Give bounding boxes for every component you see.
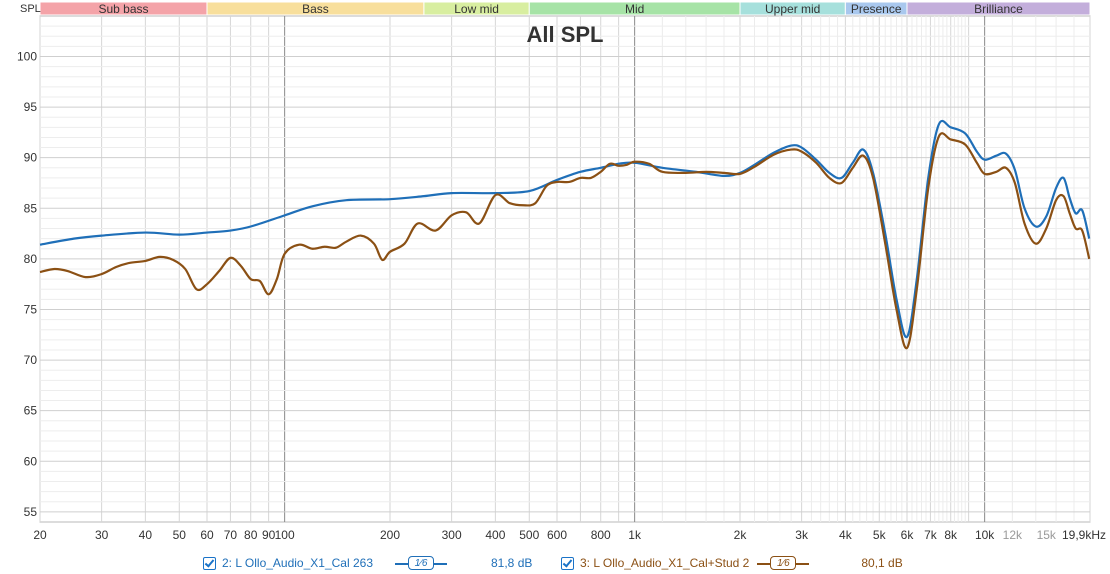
spl-chart: Sub bass Bass Low mid Mid Upper mid Presence B…	[17, 1, 1106, 542]
x-tick-label: 100	[275, 528, 295, 542]
x-tick-label: 15k	[1037, 528, 1057, 542]
x-tick-label: 40	[139, 528, 153, 542]
y-tick-label: 70	[24, 353, 38, 367]
x-tick-label: 1k	[628, 528, 642, 542]
x-tick-label: 500	[519, 528, 539, 542]
y-tick-label: 75	[24, 302, 38, 316]
checkbox-icon[interactable]	[203, 556, 216, 570]
x-tick-label: 400	[485, 528, 505, 542]
legend-series-value: 81,8 dB	[491, 556, 533, 570]
x-tick-label: 5k	[873, 528, 887, 542]
y-tick-label: 95	[24, 100, 38, 114]
x-tick-label: 4k	[839, 528, 853, 542]
band-label: Presence	[851, 2, 902, 16]
y-tick-label: 85	[24, 201, 38, 215]
y-tick-label: 65	[24, 404, 38, 418]
curves	[39, 119, 1091, 350]
x-tick-label: 80	[244, 528, 258, 542]
legend-series-value: 80,1 dB	[861, 556, 903, 570]
x-tick-label: 60	[200, 528, 214, 542]
x-tick-label: 800	[591, 528, 611, 542]
band-label: Bass	[302, 2, 329, 16]
frequency-band-bar: Sub bass Bass Low mid Mid Upper mid Presence B…	[39, 1, 1091, 16]
x-tick-label: 50	[173, 528, 187, 542]
legend-item-series-2[interactable]: 3: L Ollo_Audio_X1_Cal+Stud 2 1⁄6 80,1 d…	[561, 554, 903, 572]
x-tick-label: 12k	[1003, 528, 1023, 542]
series-line-1[interactable]	[39, 119, 1091, 338]
x-tick-label: 30	[95, 528, 109, 542]
x-tick-label: 6k	[901, 528, 915, 542]
x-tick-label: 10k	[975, 528, 995, 542]
x-tick-label: 19,9kHz	[1062, 528, 1106, 542]
x-tick-label: 7k	[924, 528, 938, 542]
legend-item-series-1[interactable]: 2: L Ollo_Audio_X1_Cal 263 1⁄6 81,8 dB	[203, 554, 532, 572]
smoothing-button[interactable]: 1⁄6	[757, 556, 810, 570]
y-tick-label: 100	[17, 49, 37, 63]
y-tick-label: 55	[24, 505, 38, 519]
band-brilliance	[906, 1, 1091, 16]
band-label: Upper mid	[765, 2, 820, 16]
smoothing-button[interactable]: 1⁄6	[395, 556, 447, 570]
band-label: Mid	[625, 2, 644, 16]
x-tick-label: 600	[547, 528, 567, 542]
grid	[39, 16, 1091, 522]
band-label: Sub bass	[98, 2, 148, 16]
checkbox-icon[interactable]	[561, 556, 574, 570]
series-line-2[interactable]	[39, 132, 1091, 350]
x-tick-label: 300	[442, 528, 462, 542]
band-label: Low mid	[454, 2, 499, 16]
smoothing-label: 1⁄6	[770, 556, 797, 570]
chart-title: All SPL	[526, 22, 603, 47]
x-tick-labels: 20 30 40 50 60 70 80 90 100 200 300 400 500 600 800 1k 2…	[33, 528, 1106, 542]
x-tick-label: 70	[224, 528, 238, 542]
smoothing-label: 1⁄6	[408, 556, 434, 570]
x-tick-label: 3k	[795, 528, 809, 542]
x-tick-label: 20	[33, 528, 47, 542]
legend-series-name: 2: L Ollo_Audio_X1_Cal 263	[222, 556, 373, 570]
x-tick-label: 2k	[734, 528, 748, 542]
band-label: Brilliance	[974, 2, 1023, 16]
x-tick-label: 8k	[944, 528, 958, 542]
legend: 2: L Ollo_Audio_X1_Cal 263 1⁄6 81,8 dB 3…	[0, 552, 1110, 574]
y-tick-labels: 55 60 65 70 75 80 85 90 95 100	[17, 49, 37, 518]
x-tick-label: 90	[262, 528, 276, 542]
y-tick-label: 80	[24, 252, 38, 266]
legend-series-name: 3: L Ollo_Audio_X1_Cal+Stud 2	[580, 556, 750, 570]
y-axis-label: SPL	[20, 3, 41, 15]
x-tick-label: 200	[380, 528, 400, 542]
y-tick-label: 60	[24, 454, 38, 468]
y-tick-label: 90	[24, 151, 38, 165]
